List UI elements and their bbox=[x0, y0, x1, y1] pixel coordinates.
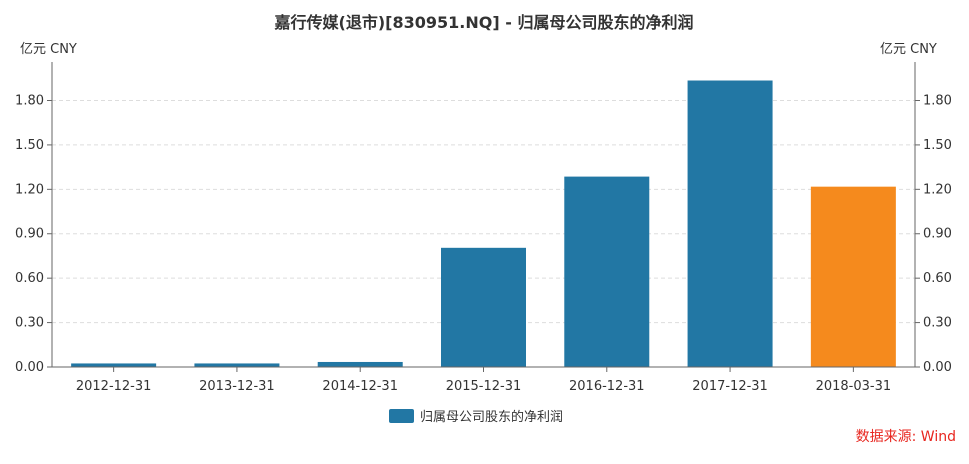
y-tick-label-left: 0.60 bbox=[15, 271, 44, 286]
y-tick-label-left: 0.30 bbox=[15, 316, 44, 331]
bar-2018-03-31[interactable] bbox=[810, 186, 896, 367]
x-tick-label: 2012-12-31 bbox=[76, 379, 152, 394]
y-tick-label-right: 0.60 bbox=[923, 271, 952, 286]
bar-2015-12-31[interactable] bbox=[441, 247, 526, 367]
x-tick-label: 2016-12-31 bbox=[569, 379, 645, 394]
y-tick-label-right: 1.20 bbox=[923, 182, 952, 197]
y-axis-label-right: 亿元 CNY bbox=[880, 42, 937, 57]
bar-2012-12-31[interactable] bbox=[71, 363, 157, 367]
bar-2016-12-31[interactable] bbox=[564, 176, 650, 367]
legend[interactable]: 归属母公司股东的净利润 bbox=[389, 409, 563, 425]
y-tick-label-right: 0.30 bbox=[923, 316, 952, 331]
source-note: 数据来源: Wind bbox=[856, 429, 956, 445]
x-tick-label: 2014-12-31 bbox=[322, 379, 398, 394]
y-tick-label-right: 1.80 bbox=[923, 93, 952, 108]
y-tick-label-left: 1.80 bbox=[15, 93, 44, 108]
x-tick-label: 2018-03-31 bbox=[816, 379, 892, 394]
x-tick-label: 2017-12-31 bbox=[692, 379, 768, 394]
y-tick-label-left: 1.20 bbox=[15, 182, 44, 197]
legend-label: 归属母公司股东的净利润 bbox=[420, 409, 563, 425]
bar-2017-12-31[interactable] bbox=[687, 80, 773, 368]
legend-swatch bbox=[389, 409, 414, 423]
bar-2014-12-31[interactable] bbox=[317, 361, 403, 367]
y-tick-label-left: 1.50 bbox=[15, 138, 44, 153]
y-tick-label-right: 0.90 bbox=[923, 227, 952, 242]
chart-title: 嘉行传媒(退市)[830951.NQ] - 归属母公司股东的净利润 bbox=[274, 13, 694, 32]
y-tick-label-right: 0.00 bbox=[923, 360, 952, 375]
bar-2013-12-31[interactable] bbox=[194, 363, 280, 367]
y-tick-label-left: 0.90 bbox=[15, 227, 44, 242]
y-tick-label-right: 1.50 bbox=[923, 138, 952, 153]
x-tick-label: 2013-12-31 bbox=[199, 379, 275, 394]
y-tick-label-left: 0.00 bbox=[15, 360, 44, 375]
y-axis-label-left: 亿元 CNY bbox=[20, 42, 77, 57]
x-tick-label: 2015-12-31 bbox=[446, 379, 522, 394]
